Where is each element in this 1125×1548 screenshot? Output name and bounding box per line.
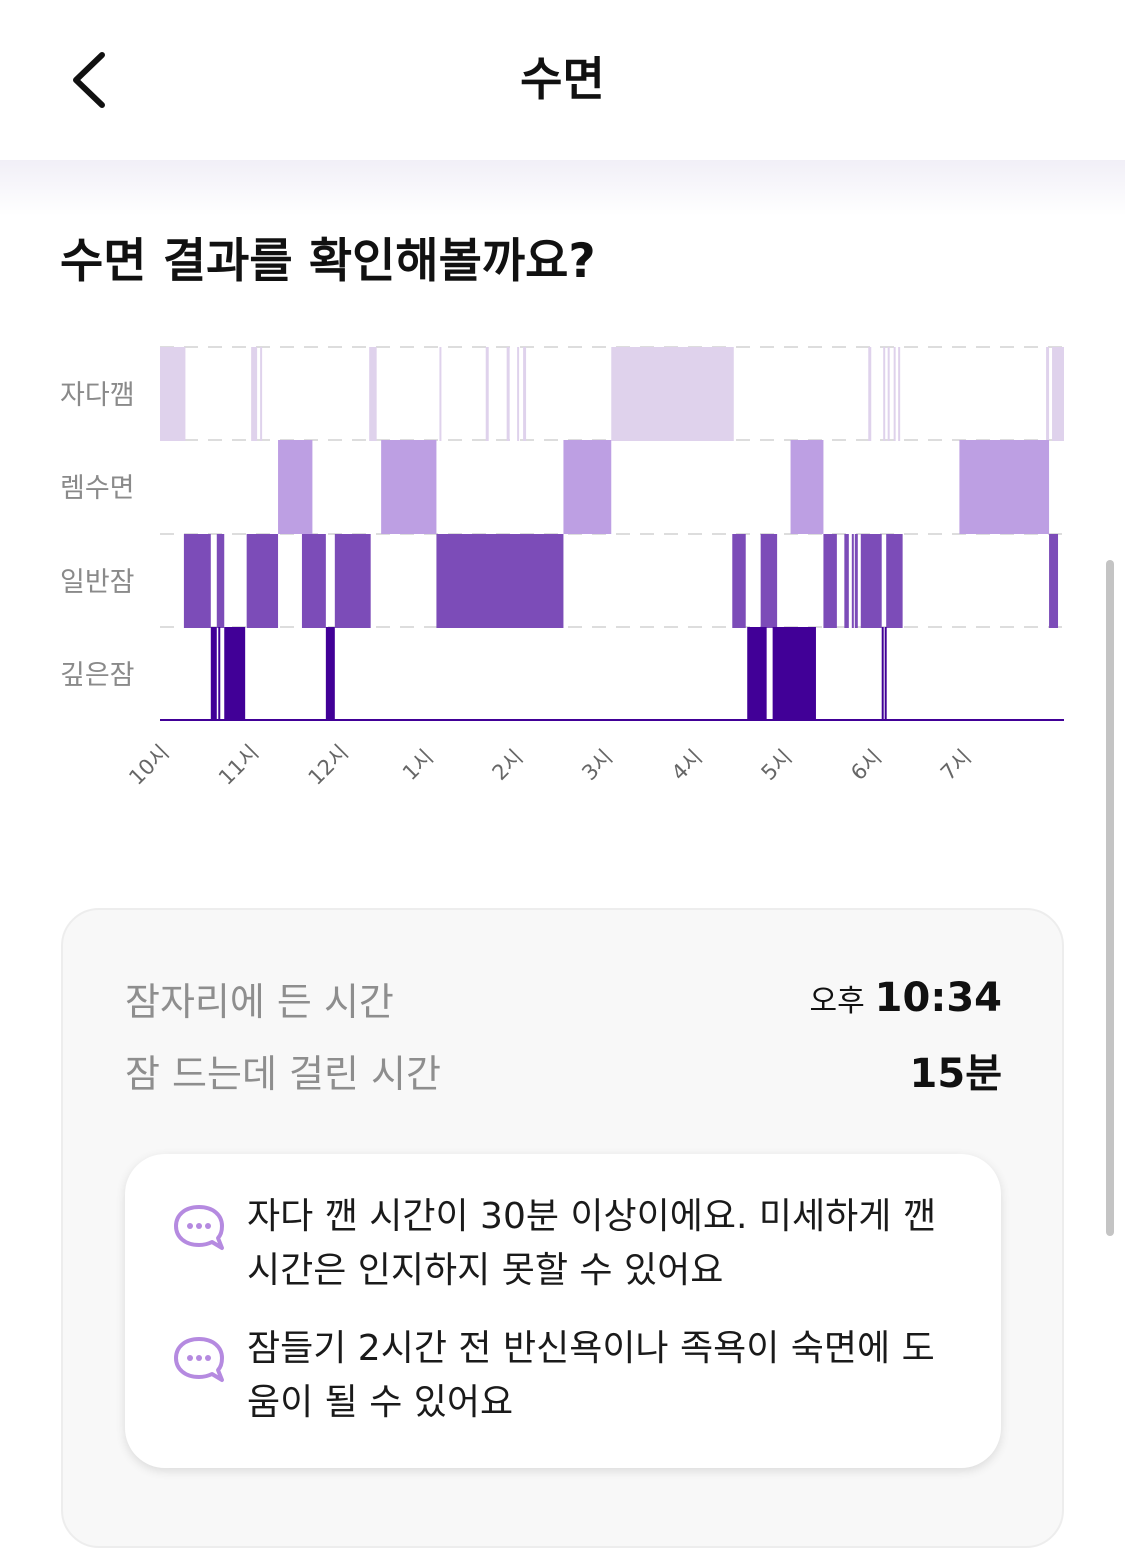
sleep-stage-segment [772, 627, 816, 721]
sleep-stage-segment [860, 534, 882, 628]
sleep-stage-segment [884, 627, 887, 721]
x-tick-label: 12시 [304, 740, 354, 790]
sleep-stage-segment [218, 627, 221, 721]
sleep-summary-card: 잠자리에 든 시간 오후 10:34 잠 드는데 걸린 시간 15분 자다 깬 시… [61, 908, 1064, 1548]
sleep-stage-segment [251, 347, 258, 441]
sleep-stage-segment [883, 347, 886, 441]
tip-text: 자다 깬 시간이 30분 이상이에요. 미세하게 깬 시간은 인지하지 못할 수… [247, 1196, 936, 1291]
sleep-stage-segment [224, 627, 246, 721]
x-tick-label: 6시 [846, 745, 886, 785]
latency-value: 15분 [909, 1051, 1002, 1097]
sleep-stage-segment [216, 534, 225, 628]
sleep-stage-segment [523, 347, 527, 441]
sleep-stage-segment [183, 534, 211, 628]
x-tick-label: 4시 [667, 745, 707, 785]
sleep-stage-segment [747, 627, 767, 721]
sleep-stage-segment [823, 534, 837, 628]
tip-item: 자다 깬 시간이 30분 이상이에요. 미세하게 깬 시간은 인지하지 못할 수… [171, 1190, 941, 1298]
sleep-stage-segment [301, 534, 326, 628]
sleep-stage-segment [887, 347, 890, 441]
tip-text: 잠들기 2시간 전 반신욕이나 족욕이 숙면에 도움이 될 수 있어요 [247, 1328, 935, 1423]
latency-label: 잠 드는데 걸린 시간 [125, 1051, 441, 1096]
scrollbar[interactable] [1106, 560, 1114, 1236]
stage-label: 일반잠 [60, 567, 135, 598]
sleep-stage-segment [1049, 534, 1059, 628]
sleep-stage-segment [439, 347, 442, 441]
sleep-stage-segment [1046, 347, 1050, 441]
x-tick-label: 7시 [936, 745, 976, 785]
sleep-stage-segment [334, 534, 371, 628]
sleep-stage-segment [886, 534, 903, 628]
header-shadow [0, 160, 1125, 216]
bedtime-label: 잠자리에 든 시간 [125, 979, 394, 1024]
sleep-stage-segment [732, 534, 746, 628]
x-tick-label: 2시 [488, 745, 528, 785]
page-title: 수면 [520, 52, 605, 106]
x-tick-label: 10시 [124, 740, 174, 790]
bedtime-ampm: 오후 [809, 984, 865, 1019]
bedtime-value-group: 오후 10:34 [809, 975, 1002, 1021]
sleep-stage-segment [844, 534, 849, 628]
sleep-tips-box: 자다 깬 시간이 30분 이상이에요. 미세하게 깬 시간은 인지하지 못할 수… [125, 1154, 1001, 1468]
sleep-stage-segment [898, 347, 901, 441]
sleep-stage-segment [611, 347, 734, 441]
sleep-stage-segment [893, 347, 896, 441]
sleep-stage-segment [246, 534, 279, 628]
header-bar: 수면 [0, 0, 1125, 160]
stage-label: 렘수면 [60, 473, 135, 504]
sleep-stage-segment [381, 440, 437, 534]
sleep-stage-segment [325, 627, 335, 721]
stage-label: 깊은잠 [60, 660, 135, 691]
tip-item: 잠들기 2시간 전 반신욕이나 족욕이 숙면에 도움이 될 수 있어요 [171, 1322, 941, 1430]
sleep-stage-segment [851, 534, 854, 628]
sleep-stage-segment [436, 534, 564, 628]
chat-bubble-icon [174, 1205, 224, 1250]
sleep-stage-segment [517, 347, 520, 441]
sleep-stage-segment [881, 627, 884, 721]
sleep-stage-segment [563, 440, 612, 534]
bedtime-row: 잠자리에 든 시간 오후 10:34 [125, 968, 1002, 1028]
sleep-stage-segment [506, 347, 510, 441]
chevron-left-icon [73, 52, 105, 108]
x-tick-label: 11시 [214, 740, 264, 790]
sleep-stage-segment [868, 347, 872, 441]
back-button[interactable] [48, 40, 128, 120]
chat-bubble-icon [174, 1337, 224, 1382]
sleep-stage-segment [485, 347, 489, 441]
sleep-stage-segment [959, 440, 1050, 534]
sleep-stage-segment [369, 347, 377, 441]
stage-label: 자다깸 [60, 380, 135, 411]
sleep-stage-segment [160, 347, 186, 441]
x-tick-label: 5시 [757, 745, 797, 785]
sleep-stage-segment [1052, 347, 1064, 441]
sleep-stage-segment [210, 627, 217, 721]
sleep-stage-segment [790, 440, 824, 534]
x-tick-label: 1시 [398, 745, 438, 785]
bedtime-value: 10:34 [874, 975, 1002, 1021]
sleep-result-heading: 수면 결과를 확인해볼까요? [60, 234, 596, 289]
sleep-stage-segment [260, 347, 263, 441]
latency-row: 잠 드는데 걸린 시간 15분 [125, 1040, 1002, 1100]
sleep-stage-segment [278, 440, 313, 534]
sleep-stage-segment [854, 534, 858, 628]
sleep-stage-segment [760, 534, 778, 628]
x-tick-label: 3시 [577, 745, 617, 785]
